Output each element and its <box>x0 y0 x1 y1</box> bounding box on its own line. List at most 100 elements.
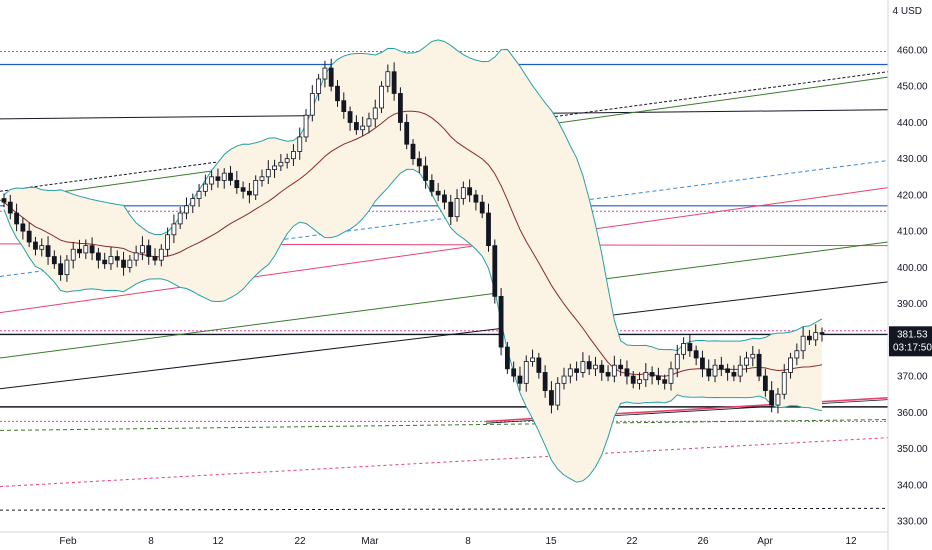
candle <box>20 217 26 240</box>
candle <box>209 170 215 191</box>
candle <box>800 326 806 360</box>
candle <box>234 171 240 194</box>
currency-selector[interactable]: 4 USD <box>893 6 922 17</box>
price-tick-label: 330.00 <box>897 517 928 528</box>
last-price-tag: 381.53 03:17:50 <box>889 326 932 357</box>
candle-body <box>492 245 498 297</box>
candle <box>108 247 114 270</box>
candle-body <box>624 368 630 377</box>
candle <box>593 356 598 377</box>
candle <box>712 359 718 383</box>
candle <box>561 367 567 390</box>
candle <box>89 237 95 261</box>
candle-body <box>133 252 139 261</box>
candle <box>133 245 139 267</box>
candle <box>215 168 221 188</box>
candle-body <box>398 93 403 123</box>
price-tag-countdown: 03:17:50 <box>893 342 932 353</box>
candle <box>718 356 724 377</box>
candle <box>152 248 158 266</box>
candle-body <box>561 375 567 384</box>
candle-body <box>372 107 378 120</box>
candle-body <box>473 194 479 203</box>
candle <box>599 360 605 381</box>
candle-body <box>637 379 642 384</box>
time-tick-label: 12 <box>845 536 857 547</box>
candle-body <box>687 343 693 352</box>
candle-body <box>7 201 13 214</box>
candle <box>196 184 202 207</box>
trendline <box>0 71 889 192</box>
trendline <box>0 187 889 314</box>
candle-body <box>353 122 359 131</box>
candle <box>536 352 542 379</box>
candle-body <box>265 169 271 178</box>
candle <box>442 189 447 210</box>
price-tick-label: 340.00 <box>897 480 928 491</box>
candle-body <box>744 357 749 366</box>
candle <box>580 352 586 378</box>
candle <box>668 361 674 391</box>
candle <box>303 109 309 143</box>
price-tick-label: 420.00 <box>897 190 928 201</box>
candle-body <box>77 248 82 254</box>
candle <box>127 255 133 273</box>
candle <box>473 189 479 211</box>
candle <box>731 365 737 382</box>
candle-body <box>800 335 806 352</box>
candle-body <box>140 245 145 254</box>
candle <box>398 87 403 131</box>
candle <box>83 239 89 260</box>
candle <box>328 58 334 92</box>
bollinger-fill <box>4 39 822 483</box>
candle <box>523 355 529 392</box>
candle <box>278 153 284 172</box>
candle-body <box>486 212 491 247</box>
candle-body <box>152 256 158 261</box>
candle-body <box>215 176 221 181</box>
candle <box>813 324 819 347</box>
candle <box>706 359 712 382</box>
candle <box>687 335 693 357</box>
candle-body <box>228 172 233 181</box>
candle <box>498 288 504 356</box>
candle <box>605 365 611 382</box>
candle <box>335 80 340 107</box>
candle <box>435 182 441 202</box>
time-axis[interactable]: Feb 8 12 22 Mar 8 15 22 26 Apr 12 <box>0 531 888 547</box>
candle-body <box>718 364 724 370</box>
price-tick-label: 390.00 <box>897 299 928 310</box>
candle-body <box>586 361 592 370</box>
candle <box>479 194 485 219</box>
candle <box>146 239 152 265</box>
candle-body <box>567 368 573 377</box>
candle-body <box>385 71 391 87</box>
candle-body <box>479 201 485 214</box>
candle-body <box>1 198 7 203</box>
candle <box>662 374 668 390</box>
candle <box>347 106 353 131</box>
candle <box>410 139 416 165</box>
candle <box>246 182 252 204</box>
candle <box>64 255 70 282</box>
candle <box>549 381 554 414</box>
candle <box>511 361 517 383</box>
candle-body <box>460 187 466 199</box>
candle <box>448 194 454 225</box>
candle <box>265 160 271 185</box>
price-axis[interactable]: 460.00 450.00 440.00 430.00 420.00 410.00 400.… <box>887 0 928 550</box>
candle-body <box>196 190 202 199</box>
candle-body <box>33 241 38 250</box>
time-tick-label: 26 <box>697 536 709 547</box>
time-tick-label: 8 <box>465 536 471 547</box>
candle-body <box>656 375 661 381</box>
candle <box>762 368 768 397</box>
candle <box>504 342 510 374</box>
candle-body <box>341 100 347 112</box>
time-tick-label: 22 <box>294 536 306 547</box>
candle-body <box>121 259 126 268</box>
trendline <box>0 437 889 488</box>
candle <box>781 364 787 400</box>
candle-body <box>184 205 189 214</box>
